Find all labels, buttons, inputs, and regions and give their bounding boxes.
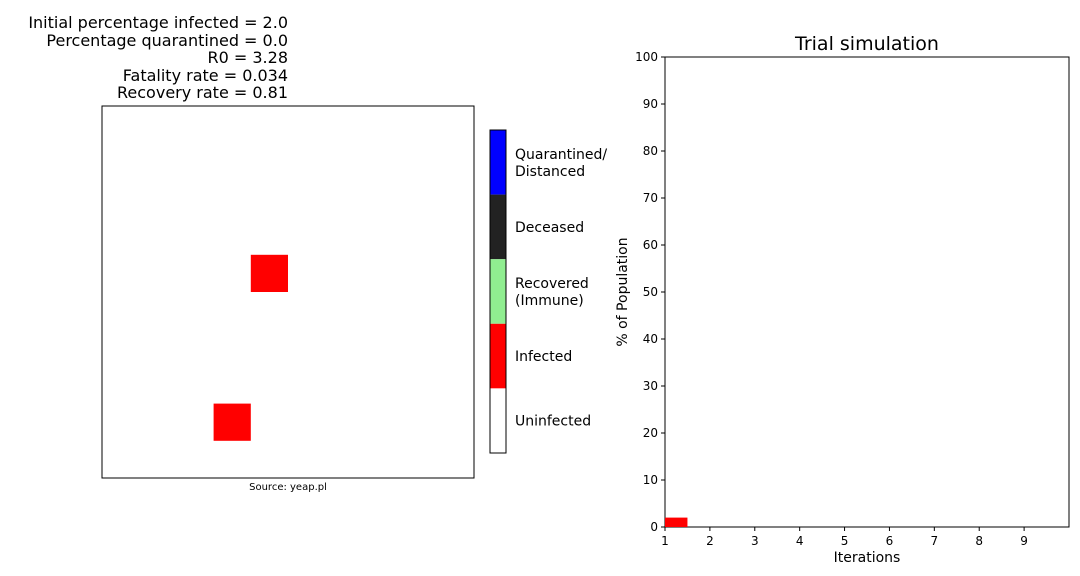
colorbar-label: Uninfected	[515, 414, 591, 430]
x-tick-label: 3	[751, 534, 759, 548]
param-r0: R0 = 3.28	[207, 48, 289, 67]
colorbar-label: Deceased	[515, 220, 584, 236]
grid-cells	[213, 254, 288, 441]
y-tick-label: 20	[643, 426, 658, 440]
infected-bar	[665, 517, 688, 527]
x-tick-label: 9	[1020, 534, 1028, 548]
y-tick-label: 30	[643, 379, 658, 393]
y-tick-label: 50	[643, 285, 658, 299]
y-tick-label: 100	[635, 50, 658, 64]
y-tick-label: 40	[643, 332, 658, 346]
param-fatality-rate: Fatality rate = 0.034	[122, 65, 288, 85]
colorbar-frame	[489, 129, 507, 454]
simulation-parameters: Initial percentage infected = 2.0 Percen…	[0, 14, 288, 102]
x-tick-label: 4	[796, 534, 804, 548]
colorbar-label: Infected	[515, 349, 572, 365]
chart-bars	[665, 517, 688, 527]
x-tick-label: 6	[886, 534, 894, 548]
colorbar-label: (Immune)	[515, 293, 584, 309]
infected-cell	[213, 403, 251, 441]
colorbar-legend: Quarantined/ Distanced Deceased Recovered(…	[489, 129, 607, 454]
param-quarantined: Percentage quarantined = 0.0	[46, 30, 288, 50]
colorbar-label: Recovered	[515, 276, 589, 292]
y-tick-label: 80	[643, 144, 658, 158]
colorbar-label: Quarantined/	[515, 147, 607, 163]
colorbar-swatch	[490, 323, 506, 389]
x-tick-label: 1	[661, 534, 669, 548]
chart-title: Trial simulation	[794, 33, 939, 55]
x-tick-label: 7	[931, 534, 939, 548]
y-tick-label: 10	[643, 473, 658, 487]
y-tick-label: 60	[643, 238, 658, 252]
x-tick-label: 8	[975, 534, 983, 548]
chart-frame	[664, 56, 1070, 528]
x-axis-ticks: 1 2 3 4 5 6 7 8 9	[661, 527, 1028, 548]
grid-caption: Source: yeap.pl	[249, 482, 327, 493]
colorbar-swatch	[490, 130, 506, 195]
x-axis-label: Iterations	[834, 550, 901, 566]
trial-simulation-chart: Trial simulation 0102030405060708090100 …	[615, 33, 1070, 566]
y-tick-label: 90	[643, 97, 658, 111]
colorbar-swatch	[490, 259, 506, 324]
y-axis-label: % of Population	[615, 237, 631, 346]
infected-cell	[250, 254, 288, 292]
y-axis-ticks: 0 10 20 30 40 50 60 70 80 90 100	[635, 50, 665, 534]
colorbar-swatch	[490, 388, 506, 453]
y-tick-label: 70	[643, 191, 658, 205]
y-tick-label: 0	[650, 520, 658, 534]
param-initial-infected: Initial percentage infected = 2.0	[28, 13, 288, 32]
population-grid: Source: yeap.pl	[101, 105, 475, 493]
param-recovery-rate: Recovery rate = 0.81	[117, 83, 288, 102]
x-tick-label: 2	[706, 534, 714, 548]
x-tick-label: 5	[841, 534, 849, 548]
colorbar-swatch	[490, 194, 506, 260]
colorbar-label: Distanced	[515, 164, 585, 180]
